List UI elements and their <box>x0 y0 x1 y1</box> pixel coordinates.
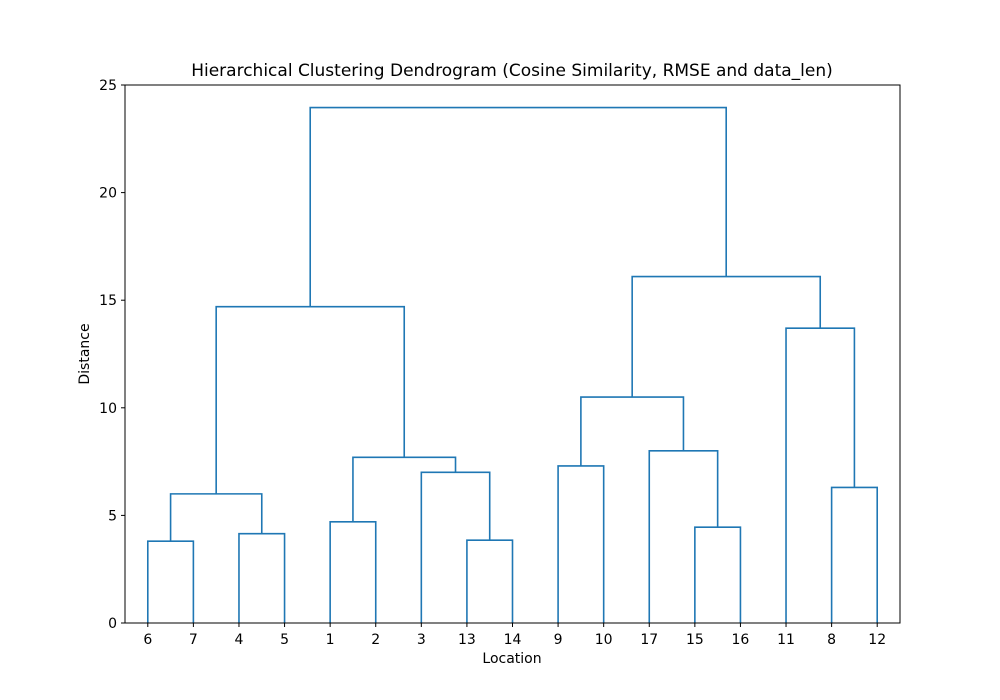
dendrogram-link <box>557 465 605 623</box>
y-tick-label: 10 <box>99 401 117 417</box>
y-tick-label: 5 <box>108 508 117 524</box>
dendrogram-link <box>466 539 514 623</box>
leaf-label: 2 <box>371 632 380 648</box>
dendrogram-link <box>238 532 286 623</box>
leaf-label: 5 <box>280 632 289 648</box>
x-axis-title: Location <box>482 651 541 667</box>
plot-frame <box>124 84 901 624</box>
y-axis-title: Distance <box>77 323 93 384</box>
dendrogram-link <box>420 471 491 623</box>
x-axis: 6 7 4 5 1 2 3 13 14 9 10 17 15 16 11 8 12 <box>143 623 886 648</box>
leaf-label: 16 <box>732 632 750 648</box>
dendrogram-link <box>215 305 406 494</box>
dendrogram-link <box>648 450 719 623</box>
dendrogram-link <box>580 396 685 466</box>
dendrogram-link <box>694 526 742 623</box>
leaf-label: 10 <box>595 632 613 648</box>
dendrogram-link <box>631 275 822 398</box>
leaf-label: 7 <box>189 632 198 648</box>
leaf-label: 14 <box>504 632 522 648</box>
leaf-label: 17 <box>640 632 658 648</box>
dendrogram-link <box>352 456 457 522</box>
dendrogram-link <box>830 486 879 623</box>
leaf-label: 9 <box>554 632 563 648</box>
y-axis: 0 5 10 15 20 25 <box>99 78 125 632</box>
leaf-label: 11 <box>777 632 795 648</box>
leaf-label: 8 <box>827 632 836 648</box>
leaf-label: 1 <box>326 632 335 648</box>
leaf-label: 3 <box>417 632 426 648</box>
leaf-label: 6 <box>143 632 152 648</box>
dendrogram-link <box>785 327 856 623</box>
y-tick-label: 25 <box>99 78 117 94</box>
leaf-label: 4 <box>235 632 244 648</box>
dendrogram-link <box>146 540 195 623</box>
y-tick-label: 20 <box>99 186 117 202</box>
dendrogram-links <box>146 106 879 623</box>
y-tick-label: 15 <box>99 293 117 309</box>
dendrogram-link <box>309 106 727 307</box>
y-tick-label: 0 <box>108 616 117 632</box>
leaf-label: 13 <box>458 632 476 648</box>
chart-title: Hierarchical Clustering Dendrogram (Cosi… <box>191 61 833 81</box>
leaf-label: 15 <box>686 632 704 648</box>
leaf-label: 12 <box>868 632 886 648</box>
dendrogram-link <box>329 521 377 623</box>
